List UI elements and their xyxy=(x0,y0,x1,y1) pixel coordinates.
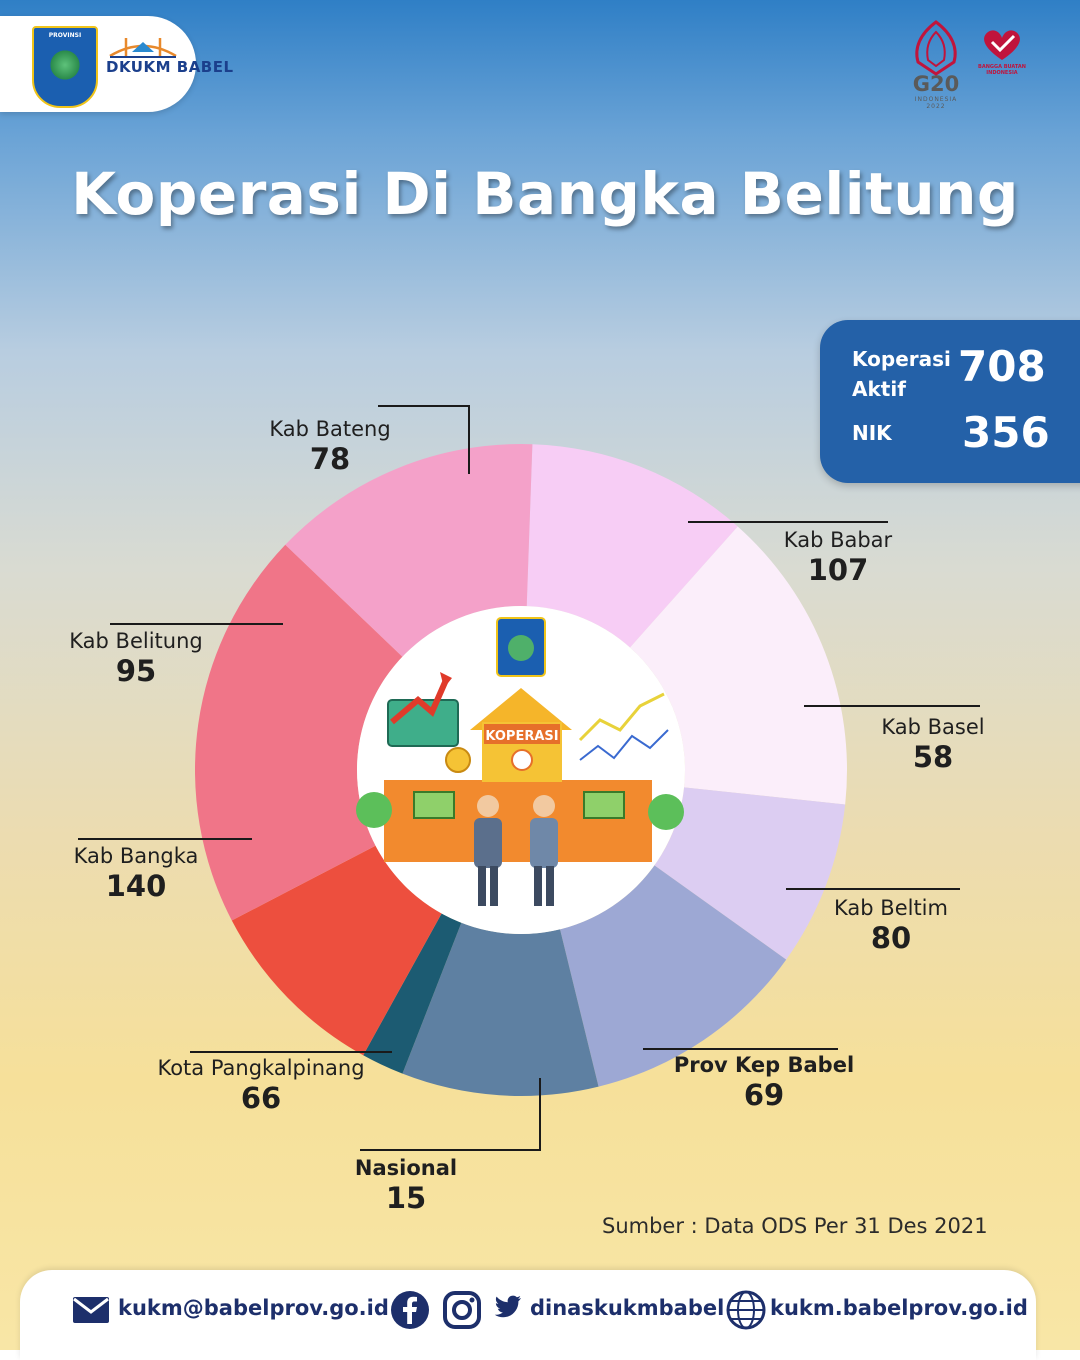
donut-slice-kab-bangka xyxy=(195,544,403,921)
donut-slice-kab-bateng xyxy=(526,444,738,648)
chart-slices xyxy=(195,444,847,1096)
leader-line xyxy=(360,1078,541,1151)
nik-value: 356 xyxy=(962,408,1050,457)
g20-logo: G20 INDONESIA 2022 xyxy=(906,20,966,110)
slice-label: Kab Bangka xyxy=(74,844,199,868)
stock-line-blue-icon xyxy=(579,729,669,761)
person-right-leg-icon xyxy=(534,866,542,906)
center-illustration: KOPERASI xyxy=(356,606,685,934)
mail-icon[interactable] xyxy=(72,1296,110,1324)
page-title: Koperasi Di Bangka Belitung xyxy=(71,160,1019,228)
aktif-label-2: Aktif xyxy=(852,377,906,401)
slice-value: 95 xyxy=(116,654,156,688)
koperasi-building-roof-icon xyxy=(470,688,572,730)
center-emblem-globe-icon xyxy=(508,635,534,661)
donut-slice-kab-babar xyxy=(630,526,847,805)
footer-bar: kukm@babelprov.go.id dinaskukmbabel kukm… xyxy=(20,1270,1036,1360)
slice-value: 69 xyxy=(744,1078,784,1112)
window-left-icon xyxy=(413,791,455,819)
slice-value: 58 xyxy=(913,740,953,774)
slice-label: Kab Bateng xyxy=(269,417,390,441)
bridge-logo-icon xyxy=(109,38,177,58)
email-link[interactable]: kukm@babelprov.go.id xyxy=(118,1296,389,1320)
person-right-body-icon xyxy=(530,818,558,868)
slice-value: 78 xyxy=(310,442,350,476)
bbi-text: BANGGA BUATAN INDONESIA xyxy=(978,64,1026,76)
person-left-leg2-icon xyxy=(490,866,498,906)
globe-icon[interactable] xyxy=(726,1290,766,1330)
stats-panel: Koperasi Aktif 708 NIK 356 xyxy=(820,320,1080,483)
slice-label: Kab Beltim xyxy=(834,896,948,920)
stock-line-icon xyxy=(578,692,665,742)
facebook-icon[interactable] xyxy=(390,1290,430,1330)
data-source: Sumber : Data ODS Per 31 Des 2021 xyxy=(602,1214,988,1238)
website-link[interactable]: kukm.babelprov.go.id xyxy=(770,1296,1028,1320)
nik-label: NIK xyxy=(852,421,892,445)
donut-slice-nasional xyxy=(363,913,462,1074)
clock-icon xyxy=(511,749,533,771)
social-handle[interactable]: dinaskukmbabel xyxy=(530,1296,725,1320)
twitter-icon[interactable] xyxy=(494,1294,522,1320)
aktif-value: 708 xyxy=(958,342,1046,391)
province-emblem: PROVINSI xyxy=(32,26,98,108)
dkukm-brand: DKUKM BABEL xyxy=(106,58,234,76)
person-left-head-icon xyxy=(477,795,499,817)
slice-label: Prov Kep Babel xyxy=(674,1053,854,1077)
person-left-body-icon xyxy=(474,818,502,868)
g20-text: G20 xyxy=(912,72,960,96)
chart-leader-lines xyxy=(78,405,980,1151)
window-right-icon xyxy=(583,791,625,819)
globe-emblem-icon xyxy=(48,48,82,82)
person-right-leg2-icon xyxy=(546,866,554,906)
slice-label: Kota Pangkalpinang xyxy=(157,1056,364,1080)
leader-line xyxy=(378,405,470,474)
trend-up-arrow-icon xyxy=(390,678,449,725)
bangga-buatan-indonesia-logo: BANGGA BUATAN INDONESIA xyxy=(974,26,1030,82)
person-right-head-icon xyxy=(533,795,555,817)
coin-icon xyxy=(445,747,471,773)
heart-icon xyxy=(984,30,1020,60)
g20-subtext: INDONESIA 2022 xyxy=(914,96,958,110)
slice-label: Nasional xyxy=(355,1156,457,1180)
slice-value: 80 xyxy=(871,921,911,955)
slice-value: 66 xyxy=(241,1081,281,1115)
donut-slice-kota-pangkalpinang xyxy=(231,845,442,1056)
person-left-leg-icon xyxy=(478,866,486,906)
g20-gunungan-icon xyxy=(915,20,957,76)
slice-value: 140 xyxy=(106,869,167,903)
slice-label: Kab Basel xyxy=(881,715,984,739)
koperasi-sign xyxy=(484,724,560,744)
aktif-label-1: Koperasi xyxy=(852,347,951,371)
tree-right-icon xyxy=(648,794,684,830)
slice-value: 107 xyxy=(808,553,869,587)
slice-label: Kab Belitung xyxy=(69,629,202,653)
tree-left-icon xyxy=(356,792,392,828)
trend-up-arrowhead-icon xyxy=(440,672,452,688)
slice-value: 15 xyxy=(386,1181,426,1215)
instagram-icon[interactable] xyxy=(442,1290,482,1330)
donut-slice-kab-beltim xyxy=(560,865,787,1087)
donut-slice-kab-belitung xyxy=(285,444,533,657)
slice-label: Kab Babar xyxy=(784,528,893,552)
koperasi-sign-text: KOPERASI xyxy=(485,729,558,744)
province-emblem-label: PROVINSI xyxy=(48,32,82,39)
donut-slice-kab-basel xyxy=(654,787,846,960)
donut-slice-prov-kep-babel xyxy=(402,922,599,1096)
